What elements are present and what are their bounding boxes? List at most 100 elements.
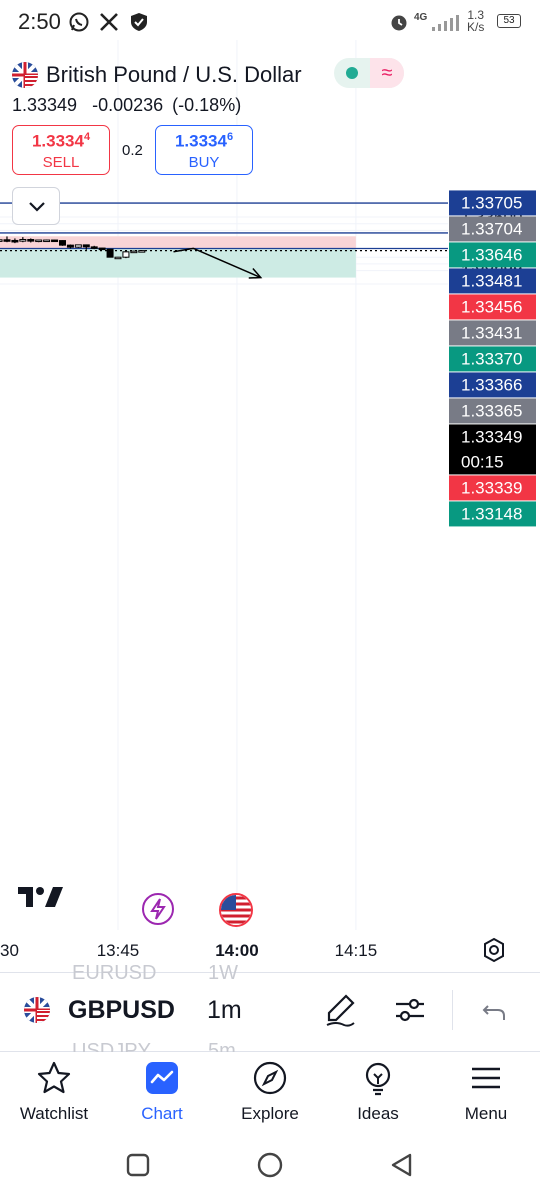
- x-icon: [100, 13, 118, 31]
- us-flag-icon[interactable]: [219, 893, 253, 927]
- nav-watchlist[interactable]: Watchlist: [0, 1052, 108, 1132]
- price-tag-label: 1.33365: [461, 401, 522, 420]
- shield-icon: [131, 13, 147, 31]
- symbol-title[interactable]: British Pound / U.S. Dollar: [46, 62, 302, 87]
- nav-watchlist-label: Watchlist: [19, 1104, 89, 1123]
- symbol-selector[interactable]: GBPUSD: [68, 996, 175, 1024]
- back-icon[interactable]: [389, 1152, 415, 1178]
- chart-area[interactable]: 1.336001.335501.335001.333001.332501.332…: [0, 40, 540, 970]
- undo-icon[interactable]: [480, 996, 510, 1026]
- candle-body: [74, 244, 82, 248]
- sell-price-main: 1.3334: [31, 131, 84, 151]
- take-profit-zone: [0, 248, 356, 278]
- time-axis-label: 13:45: [97, 941, 140, 960]
- nav-menu-label: Menu: [464, 1104, 508, 1123]
- home-icon[interactable]: [256, 1151, 284, 1179]
- star-icon: [37, 1061, 71, 1094]
- time-axis-label: 14:00: [215, 941, 258, 960]
- market-status-pill[interactable]: ≈: [334, 58, 404, 88]
- tradingview-logo: [18, 887, 63, 907]
- time-axis-label: 14:15: [335, 941, 378, 960]
- buy-price: 1.33346: [156, 131, 252, 152]
- sell-button[interactable]: 1.33344 SELL: [12, 125, 110, 175]
- price-tag: [449, 190, 536, 216]
- toolbar-divider: [452, 990, 453, 1030]
- nav-menu[interactable]: Menu: [432, 1052, 540, 1132]
- price-tag: [449, 320, 536, 346]
- network-speed: 1.3 K/s: [467, 9, 484, 33]
- candle-body: [51, 239, 59, 243]
- price-tag: [449, 294, 536, 320]
- price-tag: [449, 268, 536, 294]
- buy-button[interactable]: 1.33346 BUY: [155, 125, 253, 175]
- symbol-header[interactable]: British Pound / U.S. Dollar: [12, 60, 302, 90]
- prev-interval-ghost: 1W: [208, 962, 238, 984]
- toolbar-flag-icon: [24, 997, 50, 1023]
- system-navigation-bar: [0, 1132, 540, 1200]
- recent-apps-icon[interactable]: [125, 1152, 151, 1178]
- gear-icon[interactable]: [480, 936, 508, 964]
- nav-chart-label: Chart: [141, 1104, 183, 1123]
- price-tag: [449, 372, 536, 398]
- price-tag-label: 1.33646: [461, 245, 522, 264]
- candle-body: [98, 247, 106, 251]
- battery-icon: 53: [497, 14, 521, 28]
- candle-body: [90, 246, 98, 249]
- gbp-usd-flag-icon: [12, 62, 38, 88]
- candle-body: [11, 239, 19, 243]
- spread-value: 0.2: [122, 142, 143, 159]
- candle-body: [130, 250, 138, 254]
- compass-icon: [253, 1061, 287, 1095]
- candle-body: [0, 239, 3, 242]
- lightning-icon[interactable]: [142, 893, 174, 925]
- interval-selector[interactable]: 1m: [207, 996, 242, 1024]
- buy-label: BUY: [188, 153, 220, 171]
- candle-body: [114, 256, 122, 260]
- sell-price-pip: 4: [83, 131, 91, 143]
- price-change-percent: (-0.18%): [172, 95, 242, 115]
- buy-price-main: 1.3334: [174, 131, 227, 151]
- nav-explore[interactable]: Explore: [216, 1052, 324, 1132]
- delayed-data-icon: ≈: [370, 58, 404, 88]
- price-tag: [449, 501, 536, 527]
- quote-line: 1.33349 -0.00236 (-0.18%): [12, 95, 241, 116]
- price-tag: [449, 424, 536, 475]
- price-tag-label: 1.33349: [461, 427, 522, 446]
- nav-chart[interactable]: Chart: [108, 1052, 216, 1132]
- price-tag-label: 1.33431: [461, 323, 522, 342]
- candle-body: [138, 250, 146, 253]
- lightbulb-icon: [365, 1062, 391, 1096]
- price-tag-countdown: 00:15: [461, 452, 504, 471]
- nav-ideas[interactable]: Ideas: [324, 1052, 432, 1132]
- price-tag-label: 1.33705: [461, 193, 522, 212]
- indicators-sliders-icon[interactable]: [392, 992, 428, 1028]
- collapse-header-button[interactable]: [12, 187, 60, 225]
- price-tag: [449, 216, 536, 242]
- price-tag-label: 1.33148: [461, 504, 522, 523]
- sell-label: SELL: [42, 153, 80, 171]
- price-tag-label: 1.33704: [461, 219, 522, 238]
- network-type: 4G: [414, 12, 428, 23]
- candle-body: [106, 248, 114, 258]
- price-tag-label: 1.33481: [461, 271, 522, 290]
- price-tag-label: 1.33339: [461, 478, 522, 497]
- symbol-toolbar: [0, 972, 540, 1052]
- whatsapp-icon: [69, 12, 89, 32]
- buy-price-pip: 6: [226, 131, 234, 143]
- draw-pen-icon[interactable]: [322, 992, 358, 1028]
- candle-body: [43, 239, 51, 243]
- network-speed-unit: K/s: [467, 20, 485, 34]
- nav-ideas-label: Ideas: [357, 1104, 399, 1123]
- bottom-nav: Watchlist Chart Explore Ideas Menu: [0, 1052, 540, 1132]
- sell-price: 1.33344: [13, 131, 109, 152]
- last-price: 1.33349: [12, 95, 78, 115]
- market-open-dot: [346, 67, 358, 79]
- price-chart[interactable]: 1.336001.335501.335001.333001.332501.332…: [0, 40, 540, 970]
- prev-symbol-ghost: EURUSD: [72, 962, 157, 984]
- chevron-down-icon: [29, 202, 45, 212]
- price-tag-label: 1.33366: [461, 375, 522, 394]
- nav-explore-label: Explore: [241, 1104, 299, 1123]
- time-axis-label: 30: [0, 941, 19, 960]
- candle-body: [3, 239, 11, 242]
- status-time: 2:50: [18, 9, 61, 34]
